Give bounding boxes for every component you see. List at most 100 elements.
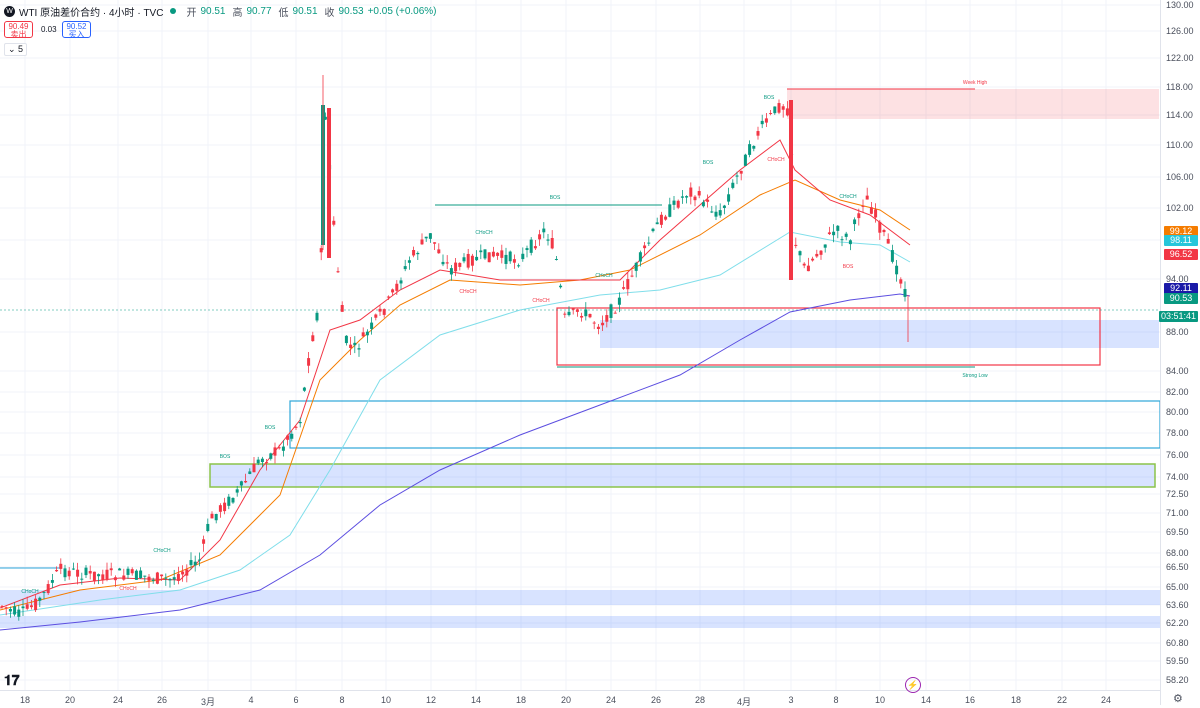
candle-body [122, 575, 126, 580]
tradingview-logo[interactable]: 𝟏𝟕 [4, 672, 20, 688]
time-tick: 3 [788, 695, 794, 705]
candle-body [46, 584, 50, 594]
candle-body [605, 315, 609, 322]
close-value: 90.53 [338, 5, 364, 17]
candle-body [777, 103, 781, 113]
candle-body [189, 560, 193, 566]
candle-body [882, 229, 886, 233]
buy-price: 90.52 [66, 22, 87, 31]
time-tick: 20 [560, 695, 572, 705]
price-tick: 68.00 [1166, 548, 1189, 558]
gear-icon[interactable]: ⚙ [1173, 693, 1183, 705]
candle-body [462, 257, 466, 262]
candle-body [827, 232, 831, 235]
price-label: 99.12 [1164, 226, 1198, 237]
candle-body [29, 605, 33, 608]
high-label: 高 [232, 7, 243, 19]
candle-body [147, 576, 151, 581]
candle-body [25, 604, 29, 609]
candle-body [584, 309, 588, 317]
candle-body [722, 205, 726, 208]
sell-price: 90.49 [8, 22, 29, 31]
indicators-toggle[interactable]: ⌄ 5 [4, 43, 28, 56]
candle-body [853, 219, 857, 225]
candle-body [118, 568, 122, 571]
choch-label: CHoCH [459, 289, 477, 295]
candle-body [890, 250, 894, 262]
price-tick: 74.00 [1166, 472, 1189, 482]
candle-body [542, 228, 546, 233]
price-tick: 106.00 [1166, 172, 1194, 182]
candle-body [113, 577, 117, 581]
candle-body [286, 435, 290, 440]
candle-body [676, 200, 680, 208]
symbol-header[interactable]: W WTI 原油差价合约 · 4小时 · TVC 开 90.51 高 90.77 低… [4, 4, 437, 19]
candle-body [546, 239, 550, 241]
price-tick: 59.50 [1166, 656, 1189, 666]
ema-mid-line [0, 179, 911, 611]
candle-body [164, 577, 168, 579]
time-tick: 4月 [736, 697, 752, 707]
symbol-title[interactable]: WTI 原油差价合约 · 4小时 · TVC [19, 7, 164, 19]
close-label: 收 [324, 7, 335, 19]
candle-body [433, 242, 437, 244]
bos-label: BOS [550, 195, 561, 201]
candle-body [67, 570, 71, 577]
candle-body [290, 433, 294, 439]
candle-body [592, 322, 596, 324]
candle-body [638, 252, 642, 262]
time-tick: 8 [339, 695, 345, 705]
candle-body [340, 305, 344, 312]
candle-body [365, 331, 369, 336]
ema-slow-line [0, 231, 911, 616]
buy-button[interactable]: 90.52 买入 [62, 21, 91, 39]
sell-button[interactable]: 90.49 卖出 [4, 21, 33, 39]
buy-label: 买入 [68, 30, 85, 39]
candle-body [659, 214, 663, 225]
candle-body [50, 580, 54, 583]
price-chart[interactable]: BOS BOS BOS BOS BOS BOS CHoCH CHoCH CHoCH CHoCH CH… [0, 0, 1160, 690]
candle-body [134, 570, 138, 580]
candle-body [235, 489, 239, 493]
price-scale[interactable]: 130.00 126.00 122.00 118.00 114.00 110.00 106.… [1158, 0, 1200, 705]
price-label: 96.52 [1164, 249, 1198, 260]
flash-icon[interactable]: ⚡ [905, 677, 921, 693]
low-label: 低 [278, 7, 289, 19]
candle-body [550, 238, 554, 249]
candle-body [727, 194, 731, 202]
demand-zone-2 [210, 464, 1155, 487]
candle-body [622, 287, 626, 289]
bos-label: BOS [843, 264, 854, 270]
candle-body [307, 358, 311, 366]
price-tick: 122.00 [1166, 53, 1194, 63]
candle-body [416, 252, 420, 255]
time-tick: 24 [112, 695, 124, 705]
candle-body [210, 513, 214, 519]
candle-body [336, 271, 340, 273]
candle-body [701, 202, 705, 207]
candle-body [206, 523, 210, 532]
time-tick: 10 [380, 695, 392, 705]
candle-body [886, 238, 890, 244]
chart-area[interactable]: BOS BOS BOS BOS BOS BOS CHoCH CHoCH CHoCH CHoCH CH… [0, 0, 1160, 690]
candle-body [836, 225, 840, 231]
time-tick: 6 [293, 695, 299, 705]
candle-body [71, 568, 75, 570]
candle-body [634, 262, 638, 271]
candle-body [903, 288, 907, 297]
candle-body [857, 213, 861, 219]
price-label: 90.53 [1164, 293, 1198, 304]
candle-body [710, 211, 714, 213]
candle-body [752, 145, 756, 149]
candle-body [21, 606, 25, 609]
candle-body [395, 283, 399, 291]
candle-body [895, 265, 899, 275]
candle-body [445, 262, 449, 264]
candle-body [382, 309, 386, 315]
candle-body [197, 559, 201, 561]
demand-zone-2-border [209, 463, 1156, 488]
time-scale[interactable]: 18 20 24 26 3月 4 6 8 10 12 14 18 20 24 26 28 4月 3 8 10 14 16 1… [0, 690, 1160, 707]
indicator-count: 5 [18, 44, 24, 54]
price-tick: 114.00 [1166, 110, 1193, 120]
candle-body [277, 447, 281, 449]
